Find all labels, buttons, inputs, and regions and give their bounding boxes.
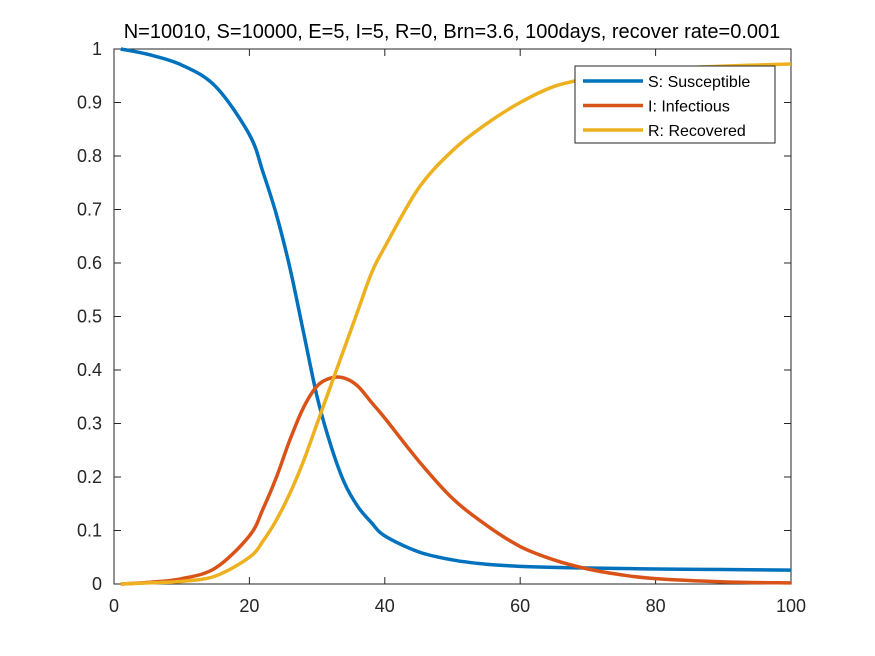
y-tick-label: 0.7 bbox=[77, 200, 102, 220]
x-tick-label: 60 bbox=[510, 596, 530, 616]
y-tick-label: 0 bbox=[92, 574, 102, 594]
x-tick-label: 40 bbox=[375, 596, 395, 616]
chart-title: N=10010, S=10000, E=5, I=5, R=0, Brn=3.6… bbox=[124, 21, 781, 43]
legend: S: Susceptible I: Infectious R: Recovered bbox=[574, 65, 776, 144]
x-tick-label: 0 bbox=[109, 596, 119, 616]
axis-tick-labels: 0 20 40 60 80 100 0 0.1 0.2 0.3 0.4 0.5 0.6 0.7 0.8 0.9… bbox=[77, 39, 806, 616]
legend-label-2: I: Infectious bbox=[648, 99, 730, 116]
legend-label-3: R: Recovered bbox=[648, 123, 746, 140]
y-tick-label: 0.5 bbox=[77, 307, 102, 327]
x-tick-label: 20 bbox=[239, 596, 259, 616]
y-tick-label: 0.6 bbox=[77, 253, 102, 273]
x-tick-label: 100 bbox=[776, 596, 806, 616]
x-tick-label: 80 bbox=[646, 596, 666, 616]
y-tick-label: 0.8 bbox=[77, 146, 102, 166]
y-tick-label: 0.9 bbox=[77, 93, 102, 113]
y-tick-label: 0.3 bbox=[77, 414, 102, 434]
y-tick-label: 0.2 bbox=[77, 467, 102, 487]
series-line-2 bbox=[120, 375, 792, 586]
legend-label-1: S: Susceptible bbox=[648, 74, 750, 91]
y-tick-label: 0.1 bbox=[77, 521, 102, 541]
y-tick-label: 1 bbox=[92, 39, 102, 59]
y-tick-label: 0.4 bbox=[77, 360, 102, 380]
